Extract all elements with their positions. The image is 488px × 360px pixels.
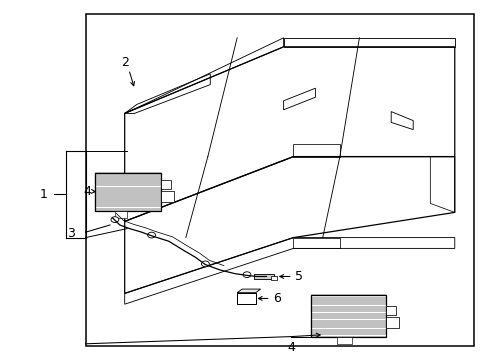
Bar: [310, 295, 386, 337]
Bar: [386, 306, 395, 315]
Bar: [237, 293, 255, 304]
Circle shape: [201, 261, 209, 267]
Text: 2: 2: [121, 56, 128, 69]
Bar: [115, 211, 127, 218]
Text: 4: 4: [286, 341, 294, 354]
Bar: [161, 191, 173, 202]
Text: 1: 1: [40, 188, 48, 201]
Bar: [386, 317, 398, 328]
Text: 5: 5: [294, 270, 302, 283]
Circle shape: [147, 232, 155, 238]
Text: 4: 4: [83, 185, 91, 198]
Bar: [337, 337, 351, 344]
Polygon shape: [237, 289, 260, 293]
Text: 6: 6: [272, 292, 280, 305]
Circle shape: [243, 272, 250, 278]
Text: 3: 3: [67, 227, 75, 240]
Bar: [271, 276, 277, 280]
Bar: [95, 173, 161, 211]
Circle shape: [111, 217, 119, 222]
Bar: [254, 274, 273, 279]
Bar: [161, 180, 171, 189]
